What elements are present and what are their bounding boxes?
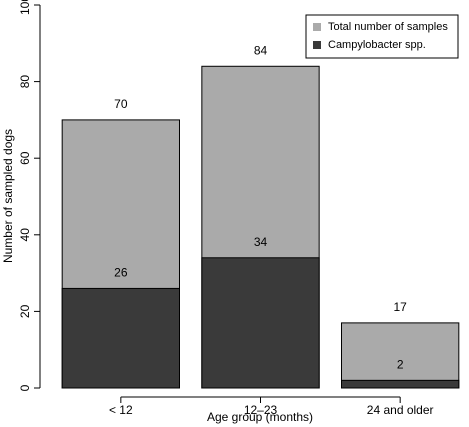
y-tick-label: 40 xyxy=(18,228,32,242)
legend-swatch xyxy=(313,41,321,49)
legend-swatch xyxy=(313,23,321,31)
bar xyxy=(61,287,180,389)
value-label: 26 xyxy=(114,266,128,280)
legend-label: Campylobacter spp. xyxy=(328,39,426,51)
y-axis-label: Number of sampled dogs xyxy=(1,129,15,263)
y-tick-label: 20 xyxy=(18,304,32,318)
x-tick-label: < 12 xyxy=(109,403,133,417)
x-axis-label: Age group (months) xyxy=(207,410,313,424)
value-label: 17 xyxy=(393,300,407,314)
legend-label: Total number of samples xyxy=(328,21,448,33)
y-tick-label: 0 xyxy=(18,384,32,391)
value-label: 34 xyxy=(254,235,268,249)
x-tick-label: 24 and older xyxy=(367,403,434,417)
y-tick-label: 60 xyxy=(18,151,32,165)
value-label: 84 xyxy=(254,43,268,57)
y-tick-label: 100 xyxy=(18,0,32,15)
y-tick-label: 80 xyxy=(18,75,32,89)
value-label: 70 xyxy=(114,97,128,111)
value-label: 2 xyxy=(397,358,404,372)
bar xyxy=(201,257,320,389)
bar xyxy=(341,322,460,389)
legend-box xyxy=(305,14,459,59)
x-tick-label: 12–23 xyxy=(244,403,278,417)
bar xyxy=(341,379,460,389)
